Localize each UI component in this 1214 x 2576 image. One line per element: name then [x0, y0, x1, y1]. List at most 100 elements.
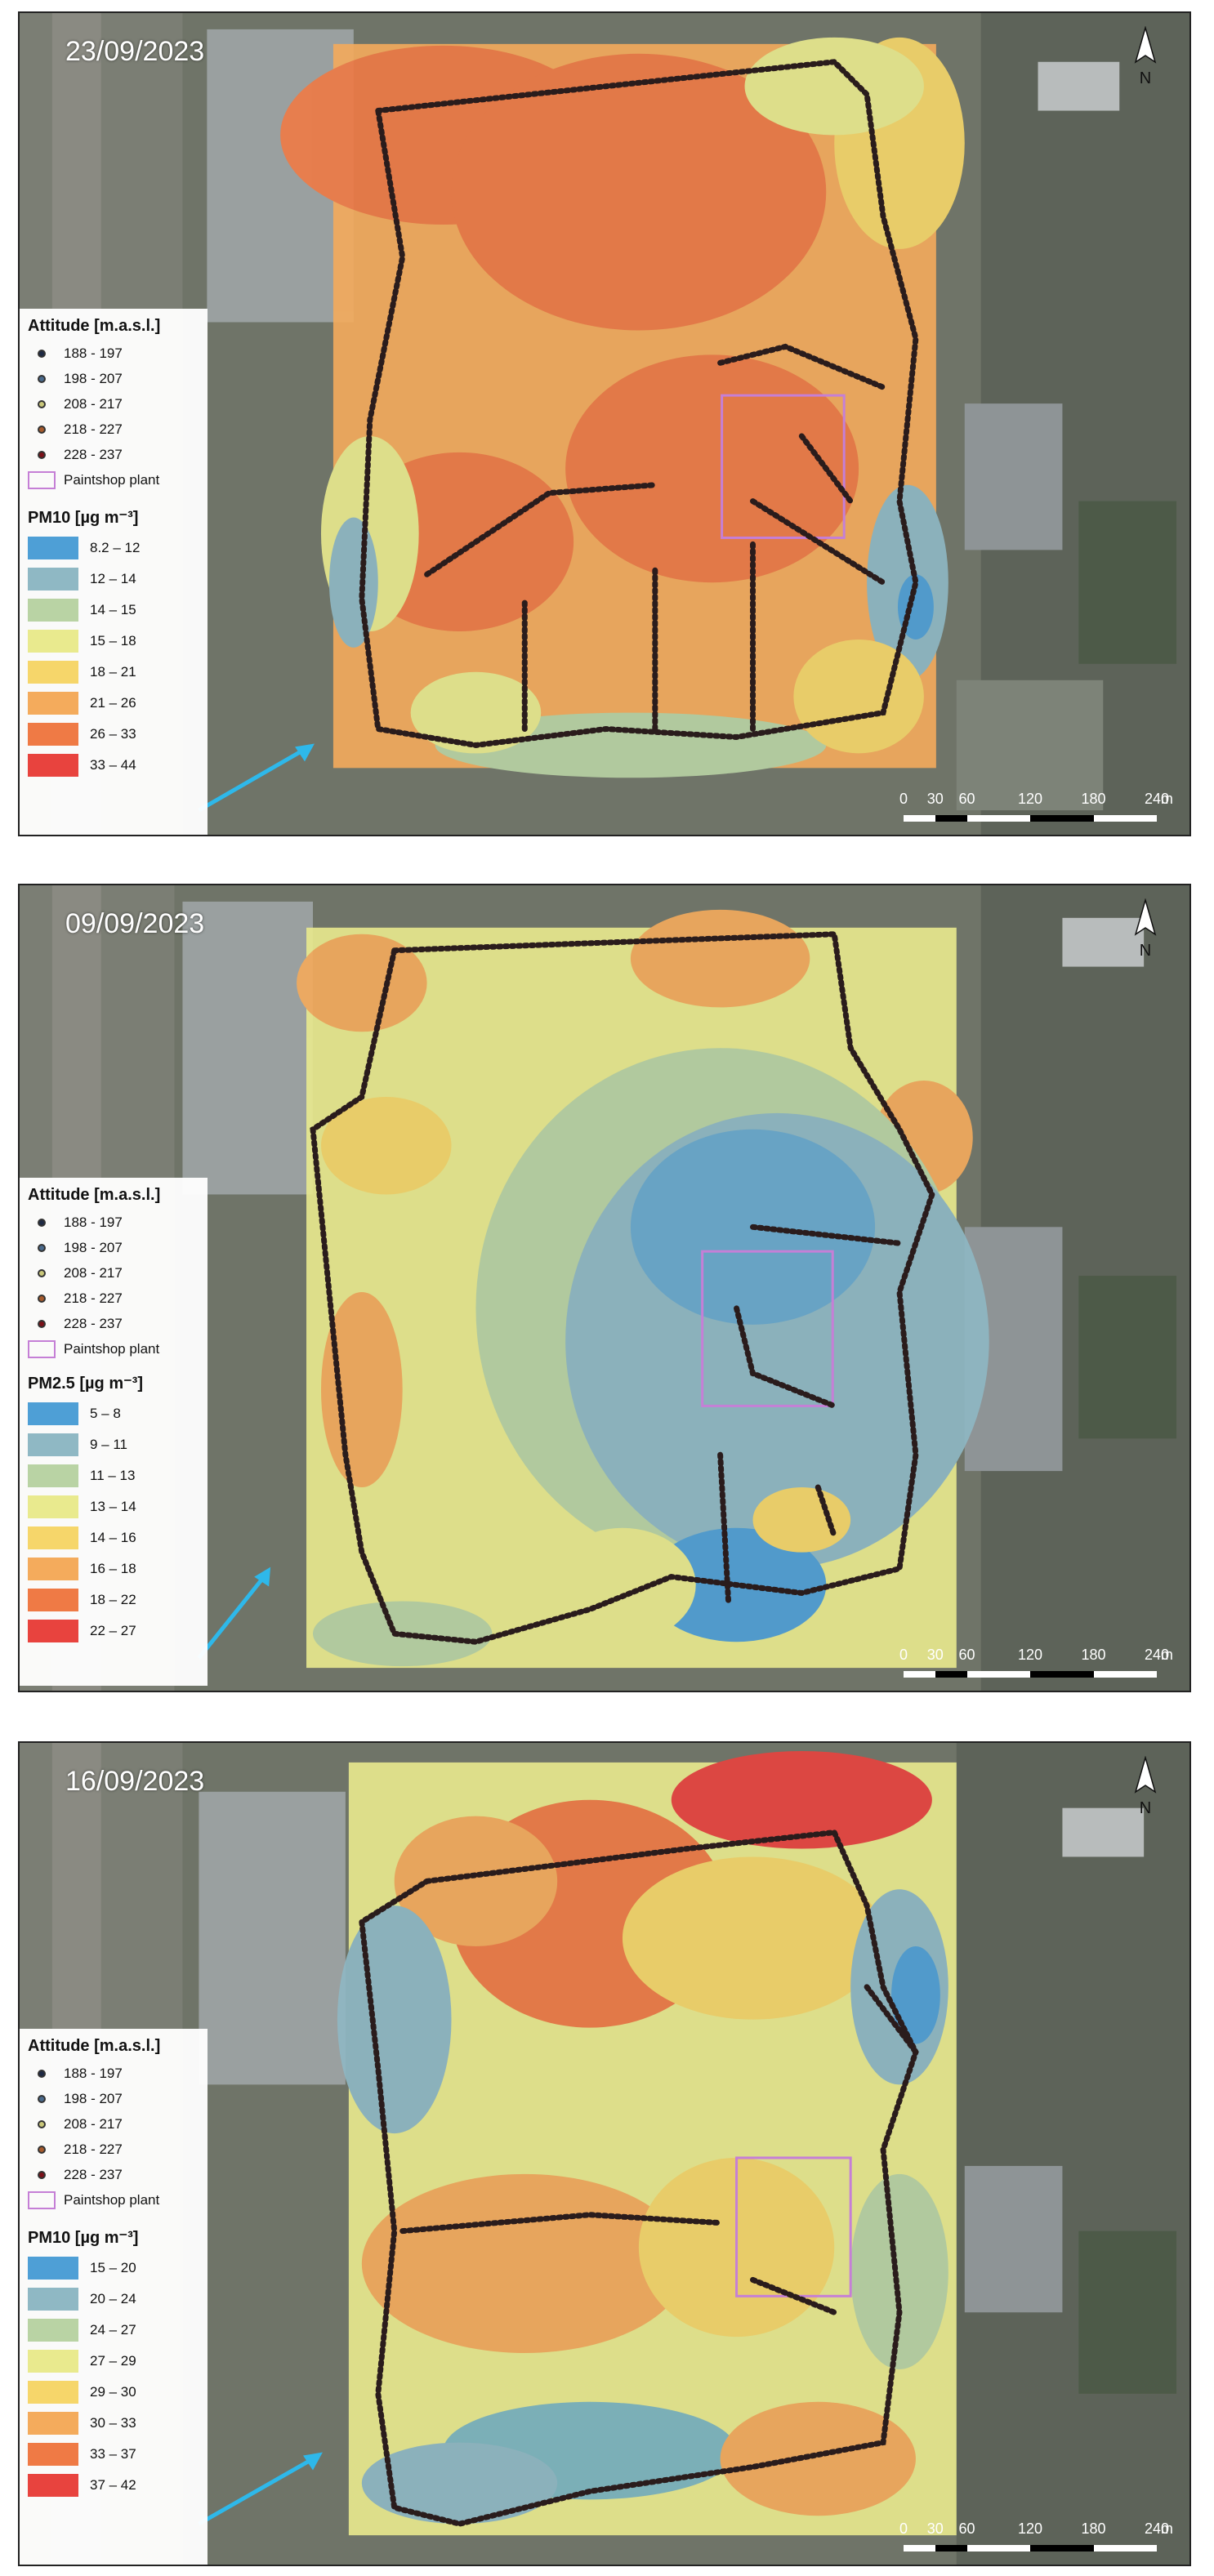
- scale-tick-label: 30: [926, 791, 944, 807]
- altitude-legend-label: 208 - 217: [64, 395, 123, 412]
- pm-legend-item: 18 – 21: [28, 657, 203, 688]
- map-panel-2: 09/09/2023 N Attitude [m.a.s.l.] 188 - 1…: [18, 884, 1191, 1692]
- altitude-dot-swatch: [38, 2119, 46, 2128]
- pm-legend-item: 11 – 13: [28, 1460, 203, 1491]
- pm-color-swatch: [28, 1526, 78, 1549]
- scale-tick-label: 120: [1017, 2520, 1043, 2537]
- altitude-legend-label: 188 - 197: [64, 2065, 123, 2081]
- pm-legend-item: 21 – 26: [28, 688, 203, 719]
- pm-color-swatch: [28, 2474, 78, 2497]
- altitude-legend-label: 228 - 237: [64, 1315, 123, 1331]
- scale-tick-label: 180: [1081, 1647, 1106, 1663]
- altitude-legend-label: 198 - 207: [64, 370, 123, 386]
- pm-legend-label: 12 – 14: [90, 571, 136, 586]
- pm-legend-item: 26 – 33: [28, 719, 203, 750]
- altitude-dot-swatch: [38, 399, 46, 408]
- altitude-legend-item: 208 - 217: [28, 1260, 203, 1286]
- altitude-legend: 188 - 197 198 - 207 208 - 217 218 - 227 228 …: [28, 341, 203, 467]
- plant-legend-item: Paintshop plant: [28, 467, 203, 492]
- pm-legend-label: 9 – 11: [90, 1437, 128, 1452]
- pm-color-swatch: [28, 630, 78, 653]
- map-panel-3: 16/09/2023 N Attitude [m.a.s.l.] 188 - 1…: [18, 1741, 1191, 2566]
- map-date: 23/09/2023: [65, 36, 205, 67]
- altitude-legend-label: 218 - 227: [64, 2141, 123, 2157]
- pm-legend-item: 8.2 – 12: [28, 533, 203, 564]
- pm-color-swatch: [28, 1464, 78, 1487]
- pm-color-swatch: [28, 723, 78, 746]
- pm-legend-item: 37 – 42: [28, 2470, 203, 2501]
- scale-tick-label: 60: [958, 791, 975, 807]
- altitude-legend-label: 208 - 217: [64, 1264, 123, 1281]
- scale-bar: 0 30 60 120 180 240 m: [899, 1647, 1173, 1682]
- scale-labels: 0 30 60 120 180 240 m: [899, 2520, 1173, 2538]
- altitude-dot-swatch: [38, 450, 46, 459]
- altitude-dot-swatch: [38, 2170, 46, 2179]
- pm-legend-item: 15 – 18: [28, 626, 203, 657]
- altitude-dot-swatch: [38, 2094, 46, 2103]
- scale-tick-label: 30: [926, 1647, 944, 1663]
- altitude-dot-swatch: [38, 2145, 46, 2154]
- altitude-legend-label: 218 - 227: [64, 1290, 123, 1306]
- scale-tick-label: 0: [899, 791, 908, 807]
- plant-outline-swatch: [28, 1339, 56, 1358]
- wind-direction-arrow: [198, 743, 315, 813]
- pm-legend: 5 – 8 9 – 11 11 – 13 13 – 14 14 – 16 16 – 18 1…: [28, 1398, 203, 1647]
- scale-tick-label: 240: [1144, 1647, 1170, 1663]
- pm-color-swatch: [28, 2288, 78, 2311]
- pm-color-swatch: [28, 2381, 78, 2404]
- map-date: 16/09/2023: [65, 1766, 205, 1797]
- scale-tick-label: 120: [1017, 791, 1043, 807]
- pm-color-swatch: [28, 537, 78, 559]
- scale-labels: 0 30 60 120 180 240 m: [899, 1647, 1173, 1665]
- pm-color-swatch: [28, 1589, 78, 1611]
- north-arrow-icon: N: [1131, 25, 1160, 91]
- pm-legend-item: 5 – 8: [28, 1398, 203, 1429]
- pm-color-swatch: [28, 1495, 78, 1518]
- altitude-dot-swatch: [38, 425, 46, 434]
- pm-legend: 15 – 20 20 – 24 24 – 27 27 – 29 29 – 30 30 – …: [28, 2253, 203, 2501]
- altitude-legend-title: Attitude [m.a.s.l.]: [28, 317, 161, 335]
- scale-unit-label: m: [1160, 2520, 1173, 2537]
- north-label: N: [1140, 1799, 1151, 1817]
- pm-legend-label: 11 – 13: [90, 1468, 136, 1483]
- plant-outline-swatch: [28, 2190, 56, 2209]
- pm-legend-item: 13 – 14: [28, 1491, 203, 1522]
- pm-legend-item: 9 – 11: [28, 1429, 203, 1460]
- altitude-legend-label: 198 - 207: [64, 1239, 123, 1255]
- north-label: N: [1140, 69, 1151, 87]
- pm-legend-label: 8.2 – 12: [90, 540, 141, 555]
- altitude-legend-label: 188 - 197: [64, 1214, 123, 1230]
- north-arrow-icon: N: [1131, 1755, 1160, 1821]
- scale-tick-label: 120: [1017, 1647, 1043, 1663]
- altitude-legend-item: 198 - 207: [28, 1235, 203, 1260]
- pm-legend-item: 33 – 37: [28, 2439, 203, 2470]
- altitude-legend-item: 228 - 237: [28, 1311, 203, 1336]
- pm-legend-item: 24 – 27: [28, 2315, 203, 2346]
- altitude-legend-item: 198 - 207: [28, 366, 203, 391]
- pm-legend-item: 33 – 44: [28, 750, 203, 781]
- scale-unit-label: m: [1160, 1647, 1173, 1663]
- plant-legend-item: Paintshop plant: [28, 1336, 203, 1362]
- pm-legend-title: PM10 [µg m⁻³]: [28, 509, 139, 527]
- pm-color-swatch: [28, 1402, 78, 1425]
- altitude-legend-title: Attitude [m.a.s.l.]: [28, 2037, 161, 2055]
- altitude-legend-item: 228 - 237: [28, 442, 203, 467]
- scale-labels: 0 30 60 120 180 240 m: [899, 791, 1173, 809]
- pm-legend-label: 15 – 18: [90, 633, 136, 648]
- pm-legend-item: 20 – 24: [28, 2284, 203, 2315]
- scale-tick-label: 180: [1081, 2520, 1106, 2537]
- altitude-legend-label: 188 - 197: [64, 345, 123, 361]
- pm-legend-label: 33 – 44: [90, 757, 136, 773]
- measurement-route: [310, 931, 935, 1645]
- pm-color-swatch: [28, 2443, 78, 2466]
- map-canvas: [20, 13, 1189, 835]
- pm-color-swatch: [28, 754, 78, 777]
- scale-tick-label: 240: [1144, 791, 1170, 807]
- legend: Attitude [m.a.s.l.] 188 - 197 198 - 207 20…: [20, 1178, 208, 1686]
- pm-legend-label: 18 – 21: [90, 664, 136, 680]
- pm-color-swatch: [28, 2319, 78, 2342]
- plant-legend-label: Paintshop plant: [64, 1340, 160, 1357]
- scale-tick-label: 0: [899, 2520, 908, 2537]
- scale-tick-label: 30: [926, 2520, 944, 2537]
- plant-legend-item: Paintshop plant: [28, 2187, 203, 2213]
